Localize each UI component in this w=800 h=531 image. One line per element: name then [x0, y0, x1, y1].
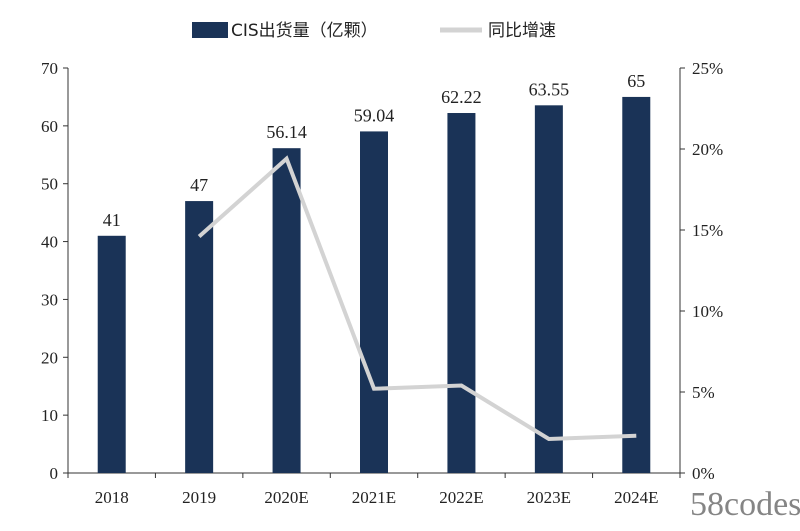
y-right-tick-label: 0%	[692, 464, 715, 483]
bar-data-label: 56.14	[266, 122, 307, 142]
bar	[622, 97, 650, 473]
y-right-tick-label: 10%	[692, 302, 723, 321]
bar-data-label: 41	[103, 210, 121, 230]
bar	[360, 131, 388, 473]
y-right-tick-label: 25%	[692, 59, 723, 78]
y-left-tick-label: 70	[41, 59, 58, 78]
growth-line-layer	[199, 159, 636, 439]
y-left-tick-label: 0	[50, 464, 59, 483]
x-tick-label: 2020E	[264, 488, 308, 507]
x-tick-label: 2021E	[352, 488, 396, 507]
legend-bar-label: CIS出货量（亿颗）	[231, 21, 378, 41]
y-right-tick-label: 5%	[692, 383, 715, 402]
y-left-tick-label: 30	[41, 290, 58, 309]
x-tick-label: 2024E	[614, 488, 658, 507]
legend: CIS出货量（亿颗） 同比增速	[192, 21, 556, 41]
y-left-tick-label: 50	[41, 175, 58, 194]
watermark: 58codes	[690, 486, 800, 523]
y-left-tick-label: 20	[41, 348, 58, 367]
bar-data-label: 47	[190, 175, 208, 195]
bar	[185, 201, 213, 473]
x-tick-label: 2023E	[527, 488, 571, 507]
y-left-tick-label: 60	[41, 117, 58, 136]
bar-data-label: 65	[627, 71, 645, 91]
legend-bar-swatch	[192, 22, 228, 38]
y-right-tick-label: 15%	[692, 221, 723, 240]
bar	[447, 113, 475, 473]
bar-data-label: 59.04	[354, 105, 395, 125]
legend-line-label: 同比增速	[488, 21, 556, 41]
y-right-tick-label: 20%	[692, 140, 723, 159]
bar	[535, 105, 563, 473]
growth-line	[199, 159, 636, 439]
bar	[273, 148, 301, 473]
x-tick-label: 2019	[182, 488, 216, 507]
bar-data-label: 62.22	[441, 87, 482, 107]
y-left-tick-label: 40	[41, 233, 58, 252]
x-tick-label: 2018	[95, 488, 129, 507]
x-tick-label: 2022E	[439, 488, 483, 507]
bars	[98, 97, 651, 473]
y-left-tick-label: 10	[41, 406, 58, 425]
bar-data-label: 63.55	[529, 79, 570, 99]
bar	[98, 236, 126, 473]
